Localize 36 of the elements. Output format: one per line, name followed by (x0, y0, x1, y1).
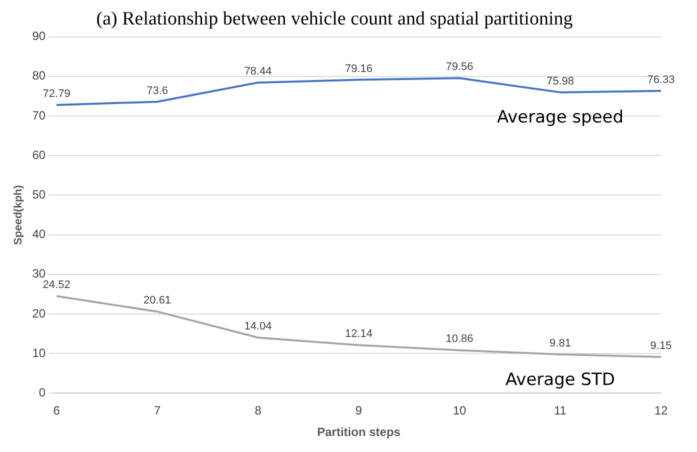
x-tick-label: 9 (355, 404, 362, 418)
data-label: 20.61 (144, 294, 172, 307)
data-label: 72.79 (42, 88, 70, 100)
y-axis-title: Speed(kph) (12, 184, 25, 245)
y-tick-label: 30 (32, 266, 46, 281)
x-tick-label: 12 (654, 404, 668, 418)
data-label: 9.81 (550, 337, 571, 350)
data-label: 24.52 (42, 279, 70, 292)
series-label: Average STD (506, 370, 615, 390)
y-tick-label: 80 (32, 68, 46, 83)
data-label: 75.98 (546, 75, 574, 88)
x-tick-label: 6 (53, 404, 60, 418)
data-label: 73.6 (146, 84, 168, 97)
data-label: 10.86 (446, 333, 474, 346)
data-label: 79.16 (345, 62, 373, 75)
data-label: 12.14 (345, 328, 373, 340)
x-tick-label: 7 (154, 404, 161, 418)
data-label: 9.15 (650, 340, 672, 352)
data-label: 14.04 (244, 320, 272, 333)
y-tick-label: 40 (32, 227, 46, 242)
y-tick-label: 70 (32, 108, 46, 122)
data-label: 79.56 (446, 61, 474, 74)
y-tick-label: 50 (32, 188, 46, 202)
x-tick-label: 11 (554, 404, 567, 418)
series-label: Average speed (496, 108, 624, 128)
chart-title: (a) Relationship between vehicle count and spatial partitioning (96, 8, 574, 30)
y-tick-label: 60 (32, 148, 46, 162)
x-axis-title: Partition steps (317, 425, 401, 440)
x-tick-label: 10 (452, 404, 467, 418)
y-tick-label: 10 (32, 346, 46, 360)
data-label: 76.33 (647, 74, 675, 86)
data-label: 78.44 (244, 66, 272, 78)
y-tick-label: 0 (38, 386, 46, 400)
y-tick-label: 90 (32, 29, 46, 44)
y-tick-label: 20 (32, 306, 46, 320)
x-tick-label: 8 (254, 404, 262, 418)
